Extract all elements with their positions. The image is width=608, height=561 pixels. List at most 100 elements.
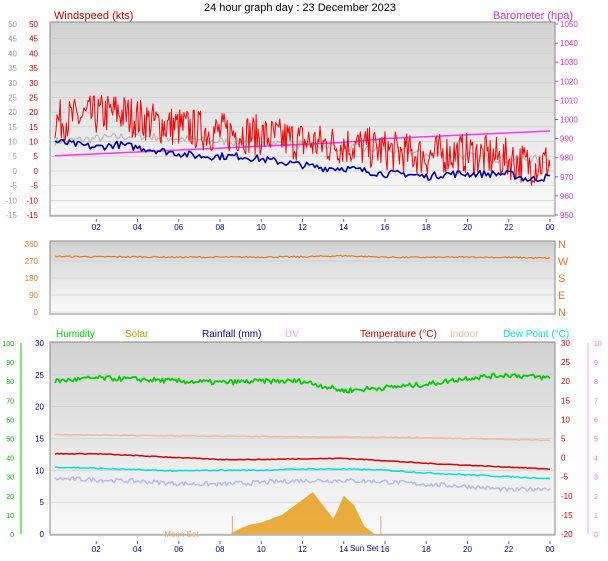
legend-item: Rainfall (mm) xyxy=(202,329,261,340)
x-tick-label: 04 xyxy=(133,545,142,554)
y-left-outer-tick-label: 25 xyxy=(8,93,17,102)
sun-set-label: Sun Set xyxy=(350,544,379,553)
y-left-tick-label: 30 xyxy=(29,79,38,88)
humidity-tick-label: 100 xyxy=(2,341,14,348)
y-right-inner-tick-label: -10 xyxy=(561,492,573,501)
y-left-outer-tick-label: 15 xyxy=(8,123,17,132)
y-left-outer-tick-label: 30 xyxy=(8,79,17,88)
compass-label: W xyxy=(558,256,569,268)
y-left-tick-label: -5 xyxy=(31,182,39,191)
y-left-outer-tick-label: 50 xyxy=(8,20,17,29)
compass-label: S xyxy=(558,273,565,285)
x-tick-label: 14 xyxy=(339,545,348,554)
x-tick-label: 16 xyxy=(381,545,390,554)
uv-tick-label: 5 xyxy=(594,437,598,444)
direction-series xyxy=(54,254,551,260)
humidity-tick-label: 60 xyxy=(6,417,14,424)
wind-plot-area xyxy=(49,21,556,217)
legend-item: Solar xyxy=(125,329,149,340)
x-tick-label: 22 xyxy=(504,223,513,232)
x-tick-label: 02 xyxy=(92,545,101,554)
y-right-tick-label: 1020 xyxy=(560,77,578,86)
humidity-tick-label: 0 xyxy=(10,532,14,539)
solar-area xyxy=(230,492,375,534)
legend-item: Indoor xyxy=(450,329,479,340)
y-left-outer-tick-label: 0 xyxy=(13,167,18,176)
y-left-tick-label: 5 xyxy=(34,152,39,161)
humidity-tick-label: 10 xyxy=(6,513,14,520)
temp-series xyxy=(54,372,551,534)
wind-grid xyxy=(50,23,555,216)
y-right-inner-tick-label: 25 xyxy=(561,358,570,367)
y-left-tick-label: 20 xyxy=(29,108,38,117)
legend-item: Dew Point (°C) xyxy=(503,329,569,340)
legend-item: Temperature (°C) xyxy=(360,329,437,340)
y-left-tick-label: 35 xyxy=(29,64,38,73)
x-tick-label: 16 xyxy=(381,223,390,232)
indoor-line xyxy=(54,433,550,442)
uv-tick-label: 6 xyxy=(594,417,598,424)
compass-label: E xyxy=(558,290,565,302)
y-right-inner-tick-label: -15 xyxy=(561,511,573,520)
y-right-inner-tick-label: 10 xyxy=(561,415,570,424)
y-left-outer-tick-label: 20 xyxy=(8,108,17,117)
temp-grid xyxy=(50,342,555,535)
y-left-tick-label: 360 xyxy=(25,240,39,249)
lavender-line xyxy=(54,476,551,493)
y-left-tick-label: 180 xyxy=(25,274,39,283)
humidity-line xyxy=(54,372,551,394)
y-left-inner-tick-label: 30 xyxy=(35,339,44,348)
y-left-inner-tick-label: 5 xyxy=(40,498,45,507)
legend-item: Humidity xyxy=(56,329,95,340)
temperature-line xyxy=(54,452,551,471)
y-left-inner-tick-label: 0 xyxy=(40,530,45,539)
y-left-tick-label: -15 xyxy=(26,211,38,220)
uv-tick-label: 9 xyxy=(594,360,598,367)
x-tick-label: 18 xyxy=(422,223,431,232)
y-right-tick-label: 1000 xyxy=(560,116,578,125)
humidity-tick-label: 70 xyxy=(6,398,14,405)
x-tick-label: 08 xyxy=(216,223,225,232)
y-right-inner-tick-label: 30 xyxy=(561,339,570,348)
y-left-tick-label: 10 xyxy=(29,138,38,147)
temp-legend: Humidity Solar Rainfall (mm) UV Temperature … xyxy=(56,329,569,340)
y-left-tick-label: 25 xyxy=(29,93,38,102)
x-tick-label: 20 xyxy=(463,545,472,554)
y-left-tick-label: 45 xyxy=(29,35,38,44)
barometer-legend: Barometer (hpa) xyxy=(493,10,573,22)
humidity-tick-label: 50 xyxy=(6,437,14,444)
x-tick-label: 12 xyxy=(298,223,307,232)
windspeed-line xyxy=(54,95,551,186)
humidity-tick-label: 20 xyxy=(6,494,14,501)
wind-axes: 50454035302520151050-5-10-15504540353025… xyxy=(5,20,578,232)
legend-item: UV xyxy=(285,329,299,340)
humidity-tick-label: 30 xyxy=(6,475,14,482)
y-right-inner-tick-label: 20 xyxy=(561,377,570,386)
y-left-outer-tick-label: -10 xyxy=(5,196,17,205)
uv-tick-label: 8 xyxy=(594,379,598,386)
y-right-inner-tick-label: 5 xyxy=(561,435,566,444)
average-wind-line xyxy=(54,138,551,183)
y-right-tick-label: 1050 xyxy=(560,20,578,29)
uv-tick-label: 7 xyxy=(594,398,598,405)
y-left-tick-label: 50 xyxy=(29,20,38,29)
y-left-tick-label: 270 xyxy=(25,257,39,266)
x-tick-label: 12 xyxy=(298,545,307,554)
x-tick-label: 00 xyxy=(546,545,555,554)
uv-tick-label: 4 xyxy=(594,456,598,463)
direction-axes: 360 N 270 W 180 S 90 E 0 N xyxy=(25,239,569,319)
y-left-tick-label: -10 xyxy=(26,196,38,205)
y-left-inner-tick-label: 15 xyxy=(35,435,44,444)
x-tick-label: 00 xyxy=(546,223,555,232)
wind-series xyxy=(54,95,551,186)
y-right-tick-label: 1040 xyxy=(560,39,578,48)
y-left-outer-tick-label: -5 xyxy=(10,182,18,191)
y-left-tick-label: 40 xyxy=(29,49,38,58)
windspeed-legend: Windspeed (kts) xyxy=(54,10,133,22)
x-tick-label: 14 xyxy=(339,223,348,232)
y-left-outer-tick-label: 10 xyxy=(8,138,17,147)
x-tick-label: 20 xyxy=(463,223,472,232)
uv-tick-label: 2 xyxy=(594,494,598,501)
y-right-inner-tick-label: 0 xyxy=(561,454,566,463)
